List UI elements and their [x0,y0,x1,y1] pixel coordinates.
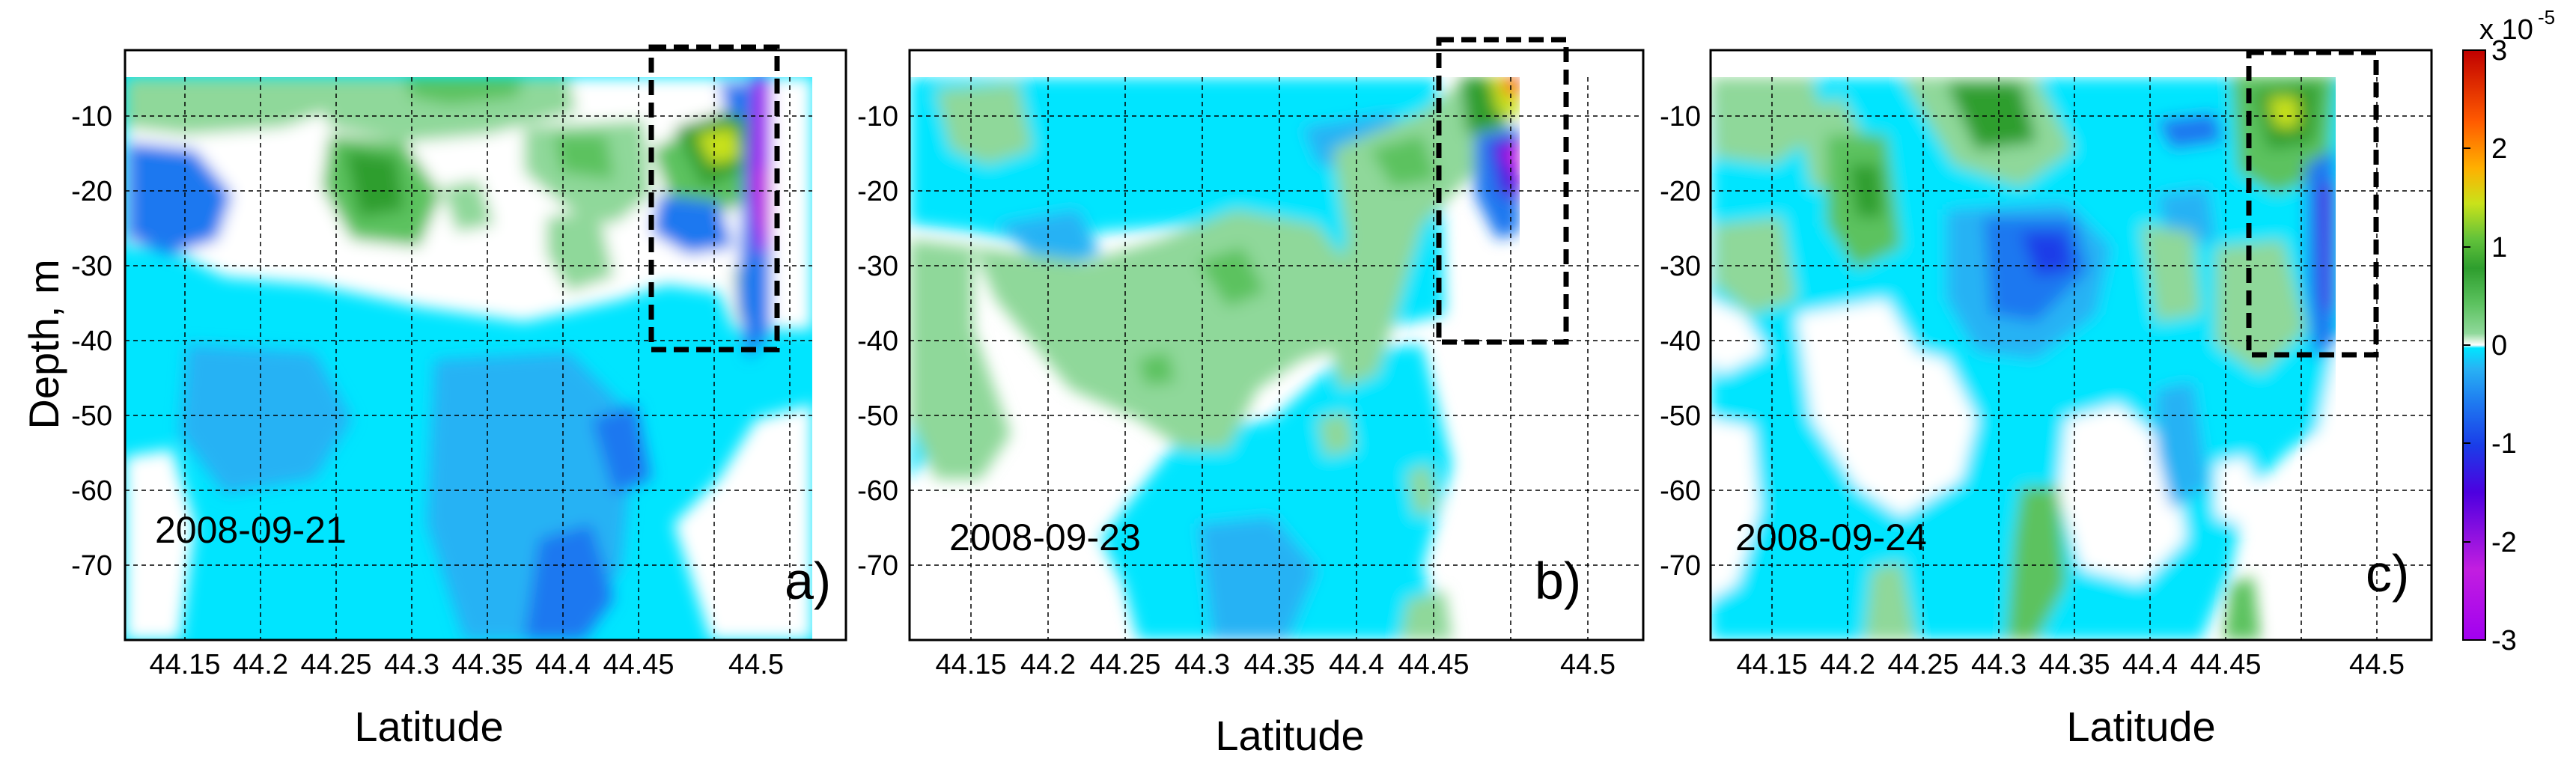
x-tick-label: 44.2 [1020,649,1076,680]
x-tick-label: 44.25 [1089,649,1160,680]
x-tick-label: 44.3 [384,649,439,680]
panel-a-x-ticks: 44.15 44.2 44.25 44.3 44.35 44.4 44.45 4… [149,649,784,680]
panel-b-field [910,77,1523,640]
panel-c-axes [1709,49,2433,641]
colorbar-tick-label: -2 [2491,527,2517,558]
y-tick-label: -40 [1660,326,1701,357]
x-tick-label: 44.25 [300,649,371,680]
x-tick-label: 44.5 [2349,649,2405,680]
y-tick-label: -40 [857,326,898,357]
panel-c-letter: c) [2366,544,2409,603]
x-tick-label: 44.35 [451,649,523,680]
panel-b-y-ticks: -10 -20 -30 -40 -50 -60 -70 [857,101,898,582]
colorbar-exponent-base: x 10 [2479,14,2533,46]
y-tick-label: -70 [857,550,898,582]
y-tick-label: -10 [857,101,898,132]
y-tick-label: -30 [857,251,898,282]
panel-c-grid [1711,77,2432,640]
panel-c-date: 2008-09-24 [1735,516,1927,558]
y-tick-label: -10 [1660,101,1701,132]
y-tick-label: -50 [857,400,898,432]
y-tick-label: -50 [71,400,112,432]
panel-a-axes [124,49,847,641]
colorbar-tick-label: 0 [2491,330,2507,362]
x-tick-label: 44.15 [935,649,1006,680]
x-tick-label: 44.4 [1329,649,1384,680]
x-tick-label: 44.4 [535,649,591,680]
y-tick-label: -70 [1660,550,1701,582]
y-tick-label: -60 [71,475,112,507]
x-tick-label: 44.45 [1398,649,1469,680]
x-axis-label: Latitude [1215,712,1364,759]
y-tick-label: -20 [857,176,898,207]
panel-c-highlight-box [2246,49,2379,358]
colorbar: x 10 -5 3 2 1 0 -1 -2 -3 [2462,6,2555,656]
x-tick-label: 44.5 [1560,649,1616,680]
y-tick-label: -60 [1660,475,1701,507]
y-tick-label: -70 [71,550,112,582]
colorbar-tick-label: 3 [2491,35,2507,67]
y-tick-label: -40 [71,326,112,357]
x-tick-label: 44.4 [2122,649,2178,680]
panel-a-grid [125,77,812,640]
panel-a-date: 2008-09-21 [155,509,347,551]
colorbar-tick-label: -1 [2491,428,2517,460]
x-tick-label: 44.15 [149,649,220,680]
x-tick-label: 44.25 [1887,649,1958,680]
x-tick-label: 44.15 [1736,649,1807,680]
panel-a: -10 -20 -30 -40 -50 -60 -70 44.15 44.2 4… [20,44,847,750]
x-tick-label: 44.2 [233,649,288,680]
x-tick-label: 44.45 [603,649,674,680]
y-tick-label: -50 [1660,400,1701,432]
x-tick-label: 44.3 [1175,649,1230,680]
y-tick-label: -30 [1660,251,1701,282]
y-tick-label: -20 [1660,176,1701,207]
panel-a-letter: a) [785,552,831,610]
y-tick-label: -30 [71,251,112,282]
colorbar-tick-label: 2 [2491,133,2507,165]
colorbar-ticks [2463,49,2470,641]
colorbar-tick-label: 1 [2491,232,2507,263]
y-axis-label: Depth, m [20,259,67,429]
panel-c-y-ticks: -10 -20 -30 -40 -50 -60 -70 [1660,101,1701,582]
panel-b-x-ticks: 44.15 44.2 44.25 44.3 44.35 44.4 44.45 4… [935,649,1616,680]
panel-c-x-ticks: 44.15 44.2 44.25 44.3 44.35 44.4 44.45 4… [1736,649,2405,680]
x-axis-label: Latitude [354,703,503,750]
panel-a-field [125,77,812,640]
panel-c-field [1711,77,2374,640]
panel-c: -10 -20 -30 -40 -50 -60 -70 44.15 44.2 4… [1660,49,2433,750]
panel-b: -10 -20 -30 -40 -50 -60 -70 44.15 44.2 4… [857,37,1645,759]
y-tick-label: -20 [71,176,112,207]
colorbar-tick-label: -3 [2491,625,2517,656]
x-tick-label: 44.5 [728,649,784,680]
x-tick-label: 44.35 [1243,649,1315,680]
y-tick-label: -10 [71,101,112,132]
panel-b-date: 2008-09-23 [949,516,1141,558]
x-tick-label: 44.35 [2038,649,2110,680]
x-tick-label: 44.3 [1971,649,2027,680]
panel-b-letter: b) [1535,552,1581,610]
panel-a-highlight-box [648,44,780,353]
x-axis-label: Latitude [2066,703,2215,750]
panel-b-axes [908,49,1645,641]
panel-b-highlight-box [1436,37,1569,345]
colorbar-exponent: -5 [2538,6,2555,28]
x-tick-label: 44.45 [2190,649,2261,680]
x-tick-label: 44.2 [1820,649,1875,680]
y-tick-label: -60 [857,475,898,507]
panel-a-y-ticks: -10 -20 -30 -40 -50 -60 -70 [71,101,112,582]
